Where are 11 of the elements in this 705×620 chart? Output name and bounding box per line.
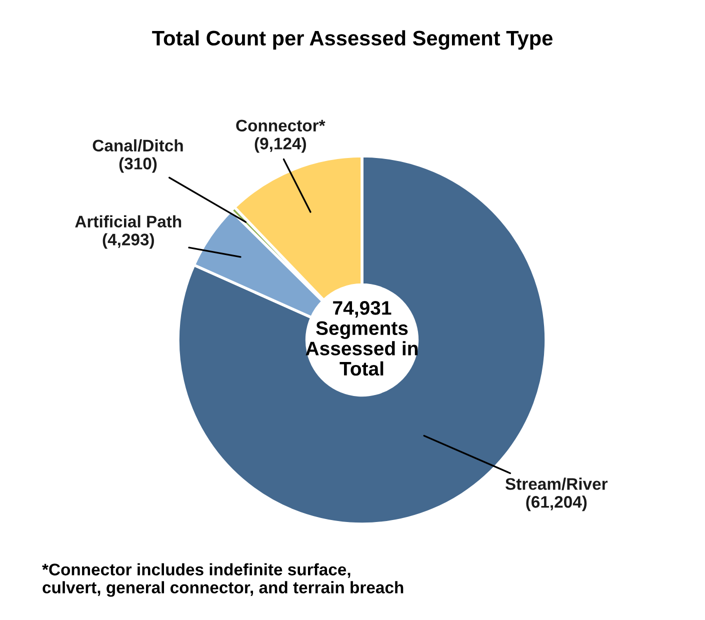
data-label: (9,124) — [254, 137, 306, 153]
slice-label: Connector* — [236, 120, 326, 132]
chart-title: Total Count per Assessed Segment Type — [152, 30, 552, 50]
data-label: (61,204) — [526, 496, 587, 512]
data-label: (310) — [119, 157, 157, 173]
text: *Connector includes indefinite surface, culvert, general connector, and terrain breach — [42, 563, 404, 597]
text: 74,931 Segments Assessed in Total — [306, 301, 418, 376]
slice-label: Canal/Ditch — [92, 139, 183, 152]
slice-label: Stream/River — [505, 478, 608, 490]
slice-label: Artificial Path — [75, 215, 182, 228]
data-label: (4,293) — [102, 233, 154, 249]
